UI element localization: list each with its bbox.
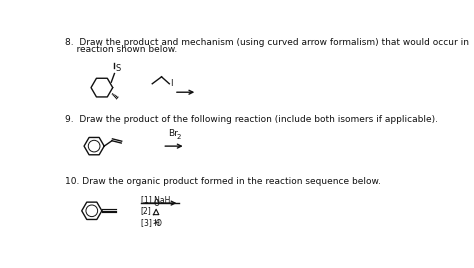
Text: 8.  Draw the product and mechanism (using curved arrow formalism) that would occ: 8. Draw the product and mechanism (using… — [65, 38, 469, 47]
Text: O: O — [153, 199, 159, 208]
Text: 10. Draw the organic product formed in the reaction sequence below.: 10. Draw the organic product formed in t… — [65, 177, 381, 186]
Text: [3] H: [3] H — [141, 218, 160, 228]
Text: Br: Br — [168, 129, 178, 138]
Text: [2]: [2] — [141, 206, 151, 215]
Text: 2: 2 — [153, 220, 156, 225]
Text: 2: 2 — [176, 134, 181, 140]
Text: O: O — [155, 218, 161, 228]
Text: 9.  Draw the product of the following reaction (include both isomers if applicab: 9. Draw the product of the following rea… — [65, 114, 438, 124]
Text: S: S — [115, 64, 120, 73]
Text: [1] NaH: [1] NaH — [141, 195, 170, 204]
Text: reaction shown below.: reaction shown below. — [65, 45, 178, 54]
Text: I: I — [170, 79, 173, 88]
